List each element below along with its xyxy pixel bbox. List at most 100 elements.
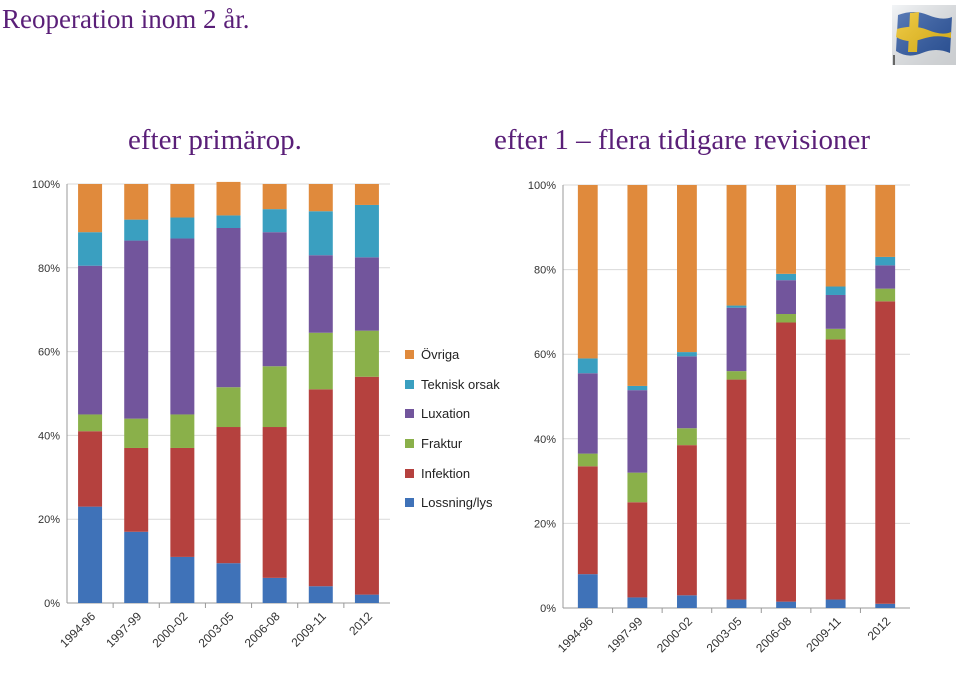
legend-swatch: [405, 379, 414, 389]
bar-segment: [776, 280, 796, 315]
bar-segment: [776, 273, 796, 281]
y-tick-label: 80%: [534, 265, 556, 277]
legend-label: Fraktur: [421, 436, 463, 452]
bar-segment: [875, 301, 896, 604]
legend-swatch: [405, 350, 414, 360]
bar-segment: [308, 184, 333, 212]
legend-item: Övriga: [405, 340, 500, 370]
bar-segment: [354, 257, 379, 331]
x-tick-label: 2000-02: [654, 614, 695, 655]
legend-swatch: [405, 498, 414, 508]
bar-segment: [216, 215, 241, 228]
bar-segment: [170, 414, 195, 448]
bar-segment: [627, 385, 648, 391]
bar-segment: [726, 371, 747, 380]
bar-segment: [78, 431, 103, 507]
bar-segment: [262, 209, 287, 233]
bar-segment: [776, 601, 796, 608]
bar-segment: [726, 305, 747, 308]
bar-segment: [124, 240, 149, 419]
bar-segment: [216, 227, 241, 388]
bar-segment: [627, 502, 648, 598]
y-tick-label: 20%: [534, 518, 556, 530]
bar-segment: [875, 256, 896, 266]
bar-segment: [262, 184, 287, 210]
bar-segment: [124, 447, 149, 532]
bar-segment: [627, 472, 648, 503]
bar-segment: [825, 185, 846, 287]
y-tick-label: 0%: [540, 603, 556, 615]
x-tick-label: 1997-99: [604, 614, 645, 655]
x-tick-label: 2012: [865, 614, 894, 643]
y-tick-label: 60%: [38, 347, 60, 359]
bar-segment: [627, 390, 648, 473]
legend-label: Infektion: [421, 465, 471, 481]
bar-segment: [875, 185, 896, 257]
bar-segment: [78, 232, 103, 266]
bar-segment: [170, 217, 195, 239]
bar-segment: [308, 389, 333, 587]
bar-segment: [726, 379, 747, 600]
legend-swatch: [405, 468, 414, 478]
y-tick-label: 100%: [528, 180, 556, 192]
y-tick-label: 100%: [32, 179, 60, 191]
bar-segment: [577, 358, 598, 374]
bar-segment: [78, 506, 103, 603]
bar-segment: [577, 373, 598, 454]
bar-segment: [577, 574, 598, 608]
x-tick-label: 2006-08: [753, 614, 794, 655]
bar-segment: [577, 185, 598, 359]
bar-segment: [677, 445, 697, 596]
y-tick-label: 0%: [44, 598, 60, 610]
y-tick-label: 20%: [38, 514, 60, 526]
bar-segment: [627, 597, 648, 608]
x-tick-label: 2003-05: [704, 614, 745, 655]
bar-segment: [776, 322, 796, 602]
bar-segment: [825, 294, 846, 329]
bar-segment: [262, 232, 287, 367]
bar-segment: [776, 314, 796, 323]
bar-segment: [170, 556, 195, 603]
bar-segment: [354, 594, 379, 603]
bar-segment: [677, 595, 697, 608]
bar-segment: [78, 184, 103, 233]
bar-segment: [124, 219, 149, 241]
bar-segment: [262, 577, 287, 603]
bar-segment: [308, 332, 333, 390]
left-chart-subtitle: efter primärop.: [128, 124, 302, 156]
bar-segment: [262, 366, 287, 428]
bar-segment: [875, 288, 896, 302]
legend-item: Luxation: [405, 399, 500, 429]
page-title: Reoperation inom 2 år.: [2, 4, 250, 34]
right-chart-subtitle: efter 1 – flera tidigare revisioner: [494, 124, 871, 156]
sweden-flag-icon: [892, 5, 956, 65]
bar-segment: [124, 184, 149, 220]
y-tick-label: 80%: [38, 263, 60, 275]
bar-segment: [308, 255, 333, 333]
bar-segment: [216, 181, 241, 216]
bar-segment: [677, 185, 697, 353]
bar-segment: [216, 427, 241, 564]
bar-segment: [825, 599, 846, 608]
bar-segment: [216, 387, 241, 428]
bar-segment: [78, 265, 103, 415]
bar-segment: [776, 185, 796, 274]
legend-label: Lossning/lys: [421, 495, 493, 511]
bar-segment: [726, 307, 747, 372]
legend-item: Fraktur: [405, 429, 500, 459]
bar-segment: [308, 211, 333, 256]
bar-segment: [124, 531, 149, 603]
bar-segment: [354, 376, 379, 595]
legend-label: Teknisk orsak: [421, 376, 500, 392]
bar-segment: [825, 286, 846, 295]
legend-label: Luxation: [421, 406, 471, 422]
bar-segment: [677, 356, 697, 429]
legend-label: Övriga: [421, 347, 460, 363]
y-tick-label: 40%: [534, 434, 556, 446]
bar-segment: [262, 427, 287, 578]
x-tick-label: 2009-11: [803, 614, 844, 655]
bar-segment: [577, 466, 598, 575]
y-tick-label: 60%: [534, 349, 556, 361]
